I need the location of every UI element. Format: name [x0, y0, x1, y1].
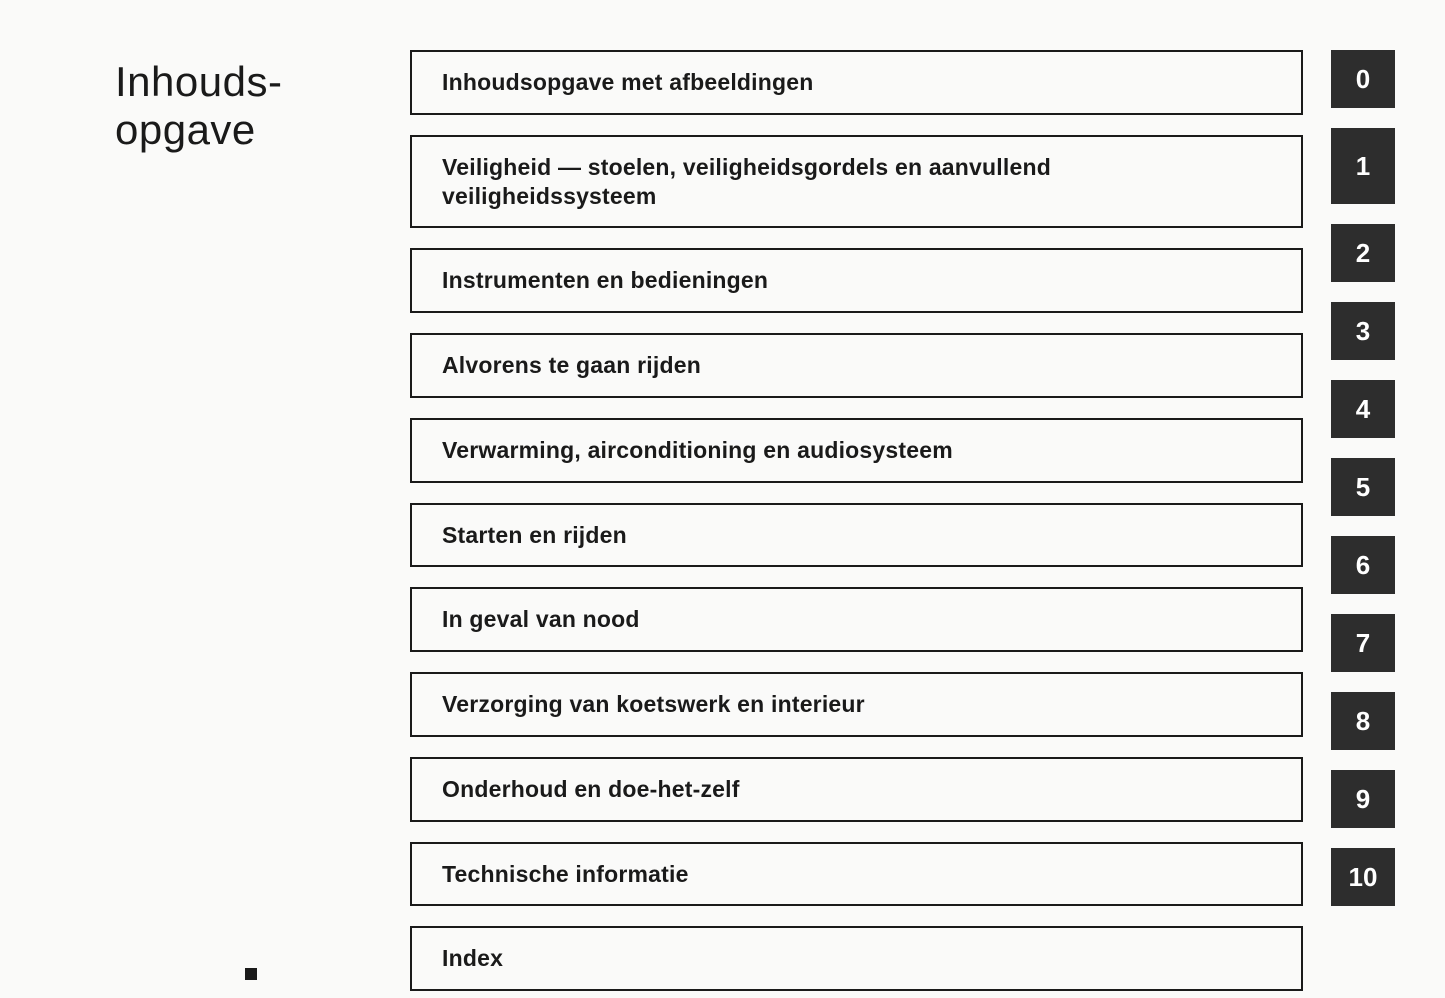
- toc-tab: 4: [1331, 380, 1395, 438]
- toc-entry: Verwarming, airconditioning en audiosyst…: [410, 418, 1303, 483]
- toc-entry-label: Veiligheid — stoelen, veiligheidsgordels…: [442, 153, 1271, 211]
- toc-entry: Veiligheid — stoelen, veiligheidsgordels…: [410, 135, 1303, 229]
- toc-tab: 0: [1331, 50, 1395, 108]
- toc-entry-label: Inhoudsopgave met afbeeldingen: [442, 68, 813, 97]
- toc-entry-label: Verzorging van koetswerk en interieur: [442, 690, 865, 719]
- toc-entry: Verzorging van koetswerk en interieur: [410, 672, 1303, 737]
- toc-entry-label: Technische informatie: [442, 860, 689, 889]
- toc-tab: 2: [1331, 224, 1395, 282]
- toc-tab: 7: [1331, 614, 1395, 672]
- toc-entry: Inhoudsopgave met afbeeldingen: [410, 50, 1303, 115]
- toc-entry-label: Onderhoud en doe-het-zelf: [442, 775, 740, 804]
- toc-page: Inhouds- opgave Inhoudsopgave met afbeel…: [0, 0, 1445, 998]
- toc-tab: 9: [1331, 770, 1395, 828]
- toc-entry-label: Instrumenten en bedieningen: [442, 266, 768, 295]
- toc-tab: 10: [1331, 848, 1395, 906]
- title-column: Inhouds- opgave: [0, 50, 410, 998]
- toc-entry: Instrumenten en bedieningen: [410, 248, 1303, 313]
- toc-tabs: 0 1 2 3 4 5 6 7 8 9 10: [1331, 50, 1395, 998]
- toc-entry: Technische informatie: [410, 842, 1303, 907]
- page-marker-dot: [245, 968, 257, 980]
- toc-tab: 8: [1331, 692, 1395, 750]
- toc-entry-label: Alvorens te gaan rijden: [442, 351, 701, 380]
- toc-tab: 5: [1331, 458, 1395, 516]
- toc-tab: 6: [1331, 536, 1395, 594]
- page-title: Inhouds- opgave: [115, 58, 410, 155]
- toc-entry-label: Verwarming, airconditioning en audiosyst…: [442, 436, 953, 465]
- toc-entry: In geval van nood: [410, 587, 1303, 652]
- toc-entry-label: Index: [442, 944, 503, 973]
- toc-entry: Alvorens te gaan rijden: [410, 333, 1303, 398]
- content-column: Inhoudsopgave met afbeeldingen Veiligheid…: [410, 50, 1445, 998]
- toc-entry-label: Starten en rijden: [442, 521, 627, 550]
- title-line-1: Inhouds-: [115, 58, 410, 106]
- toc-entries: Inhoudsopgave met afbeeldingen Veiligheid…: [410, 50, 1303, 998]
- toc-tab: 3: [1331, 302, 1395, 360]
- toc-entry: Index: [410, 926, 1303, 991]
- title-line-2: opgave: [115, 106, 410, 154]
- toc-entry: Starten en rijden: [410, 503, 1303, 568]
- toc-entry: Onderhoud en doe-het-zelf: [410, 757, 1303, 822]
- toc-entry-label: In geval van nood: [442, 605, 640, 634]
- toc-tab: 1: [1331, 128, 1395, 204]
